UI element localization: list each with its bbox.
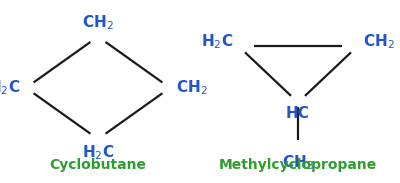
Text: CH$_2$: CH$_2$ bbox=[363, 32, 394, 51]
Text: CH$_3$: CH$_3$ bbox=[282, 154, 314, 172]
Text: Cyclobutane: Cyclobutane bbox=[50, 158, 146, 172]
Text: H$_2$C: H$_2$C bbox=[0, 79, 20, 97]
Text: H$_2$C: H$_2$C bbox=[201, 32, 233, 51]
Text: H$_2$C: H$_2$C bbox=[82, 144, 114, 162]
Text: CH$_2$: CH$_2$ bbox=[176, 79, 208, 97]
Text: CH$_2$: CH$_2$ bbox=[82, 13, 114, 32]
Text: Methylcyclopropane: Methylcyclopropane bbox=[219, 158, 377, 172]
Text: HC: HC bbox=[286, 106, 310, 121]
